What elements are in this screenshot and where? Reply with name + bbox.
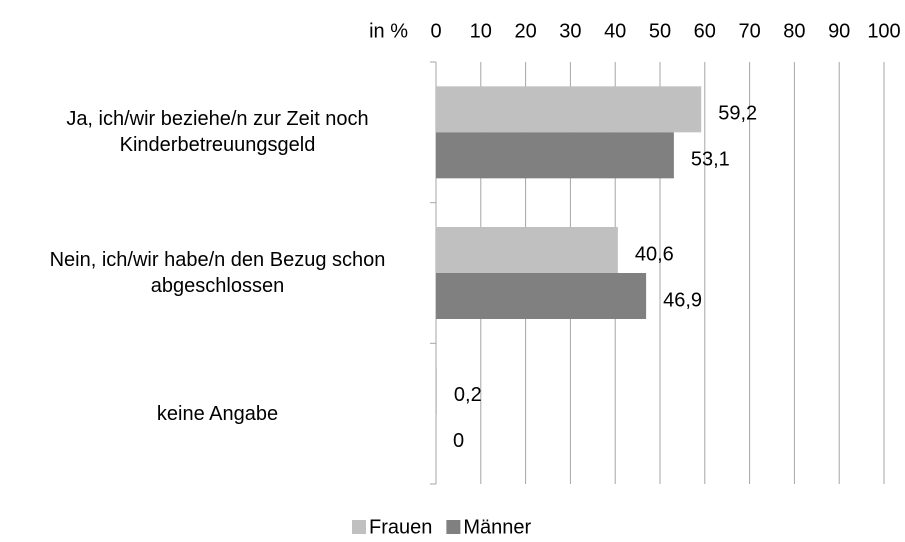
bar	[436, 273, 647, 319]
bar	[436, 227, 618, 273]
value-label: 53,1	[691, 149, 730, 171]
value-label: 40,6	[635, 243, 674, 265]
category-label: Nein, ich/wir habe/n den Bezug schon abg…	[49, 249, 386, 297]
x-axis-label: in %	[369, 20, 408, 42]
x-tick-label: 20	[514, 20, 536, 42]
value-label: 0	[453, 430, 464, 452]
x-tick-label: 40	[604, 20, 626, 42]
x-tick-label: 100	[867, 20, 900, 42]
legend-label: Frauen	[369, 516, 432, 538]
x-tick-label: 30	[559, 20, 581, 42]
category-label: keine Angabe	[156, 402, 279, 425]
x-tick-label: 0	[430, 20, 441, 42]
x-tick-label: 80	[783, 20, 805, 42]
bar	[436, 132, 674, 179]
x-tick-label: 70	[738, 20, 760, 42]
legend-swatch	[352, 520, 366, 534]
value-label: 59,2	[718, 103, 757, 125]
x-tick-label: 60	[694, 20, 716, 42]
x-tick-label: 90	[828, 20, 850, 42]
legend-swatch	[446, 520, 461, 534]
value-label: 0,2	[454, 384, 482, 406]
value-label: 46,9	[663, 289, 702, 311]
category-label: Ja, ich/wir beziehe/n zur Zeit noch Kind…	[66, 108, 369, 157]
legend-label: Männer	[463, 516, 531, 538]
x-tick-label: 10	[470, 20, 492, 42]
bar	[436, 86, 702, 133]
bar	[436, 367, 437, 414]
x-tick-label: 50	[649, 20, 671, 42]
